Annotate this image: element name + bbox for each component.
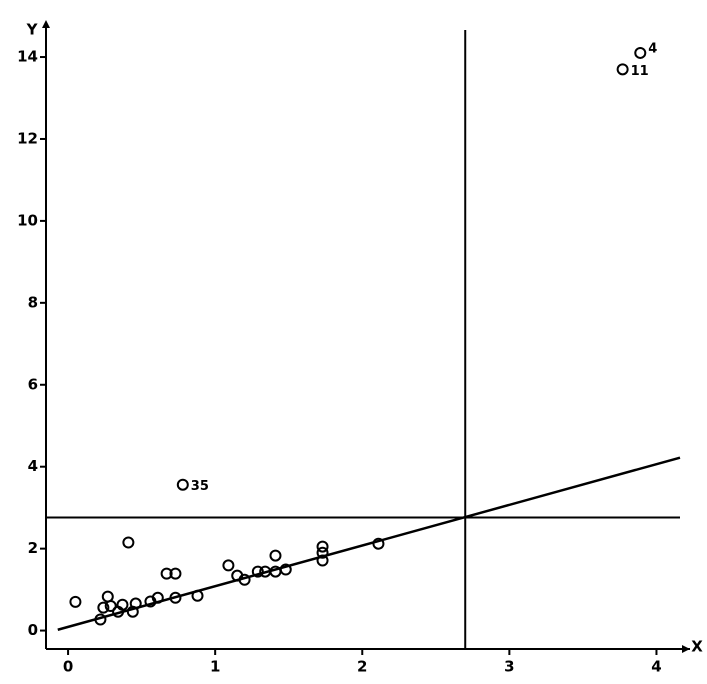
y-tick-label: 10 [17,211,38,229]
point [151,591,164,604]
x-tick-label: 2 [357,658,367,676]
y-tick-label: 12 [17,129,38,147]
x-tick-label: 1 [210,658,220,676]
point [191,589,204,602]
point-label: 11 [631,64,649,79]
x-tick-label: 4 [651,658,661,676]
point [104,599,117,612]
point [129,597,142,610]
point [279,563,292,576]
point [94,613,107,626]
y-tick-label: 8 [28,293,38,311]
point [634,46,647,59]
point-label: 4 [648,41,657,56]
y-tick-label: 14 [17,48,38,66]
x-tick-label: 3 [504,658,514,676]
point [169,567,182,580]
x-axis-label: X [691,638,703,656]
y-tick-label: 4 [28,457,38,475]
point [122,536,135,549]
point [269,549,282,562]
point [176,478,189,491]
y-axis-arrow [42,20,50,28]
y-tick-label: 2 [28,539,38,557]
point [222,559,235,572]
point [160,567,173,580]
point [372,537,385,550]
y-tick-label: 6 [28,375,38,393]
y-tick-label: 0 [28,621,38,639]
point [316,546,329,559]
x-axis-arrow [682,645,690,653]
point [316,554,329,567]
point [316,540,329,553]
point [616,63,629,76]
point-label: 35 [191,479,209,494]
point [69,595,82,608]
y-axis-label: Y [26,21,39,39]
point [169,591,182,604]
point [238,573,251,586]
x-tick-label: 0 [63,658,73,676]
point [251,565,264,578]
point [116,598,129,611]
regression-line [57,456,681,631]
point [97,601,110,614]
